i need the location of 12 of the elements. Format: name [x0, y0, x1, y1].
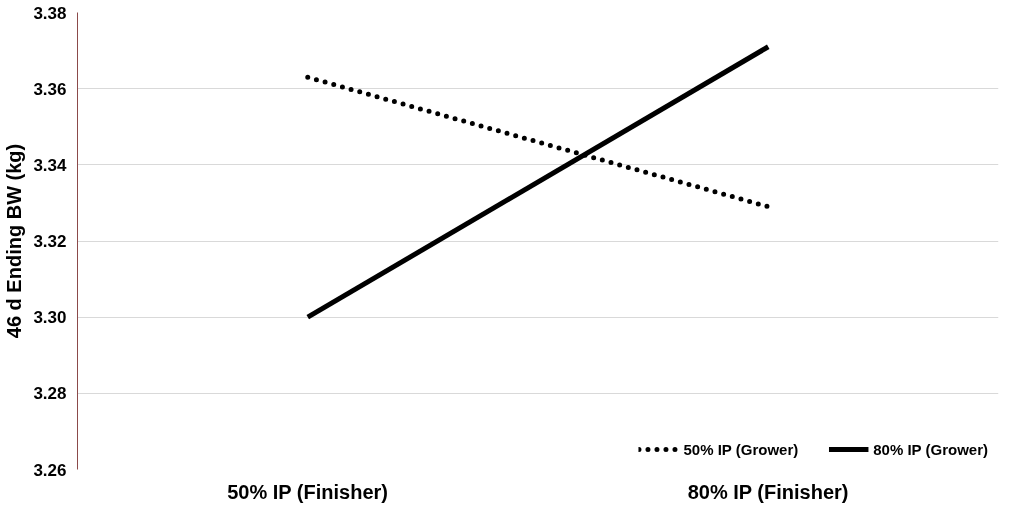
y-tick-label: 3.26	[33, 460, 67, 480]
legend-label: 80% IP (Grower)	[873, 440, 988, 458]
y-tick-label: 3.32	[33, 232, 67, 251]
y-tick-label: 3.30	[33, 308, 67, 328]
x-tick-label: 80% IP (Finisher)	[687, 480, 849, 503]
x-tick-label: 50% IP (Finisher)	[227, 480, 388, 503]
y-tick-label: 3.28	[33, 384, 67, 404]
legend-label: 50% IP (Grower)	[683, 440, 799, 458]
y-tick-label: 3.38	[33, 3, 67, 23]
y-tick-label: 3.36	[33, 79, 67, 99]
y-tick-label: 3.34	[33, 155, 68, 175]
y-axis-title: 46 d Ending BW (kg)	[3, 143, 26, 339]
